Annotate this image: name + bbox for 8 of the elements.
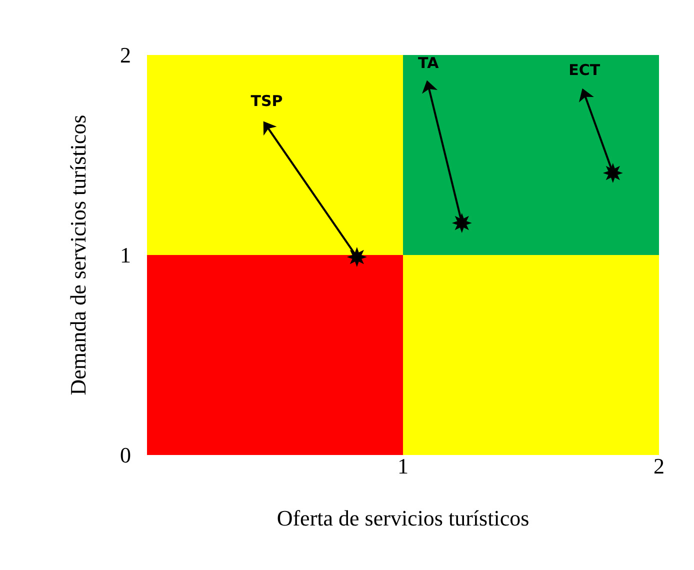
series-label: TA bbox=[418, 54, 440, 72]
y-tick-label: 1 bbox=[120, 242, 131, 268]
y-tick-label: 2 bbox=[120, 42, 131, 68]
y-axis-title: Demanda de servicios turísticos bbox=[66, 114, 90, 396]
series-label: ECT bbox=[568, 61, 601, 80]
x-axis-title: Oferta de servicios turísticos bbox=[276, 506, 530, 530]
y-tick-label: 0 bbox=[120, 442, 131, 468]
series-label: TSP bbox=[250, 92, 283, 110]
